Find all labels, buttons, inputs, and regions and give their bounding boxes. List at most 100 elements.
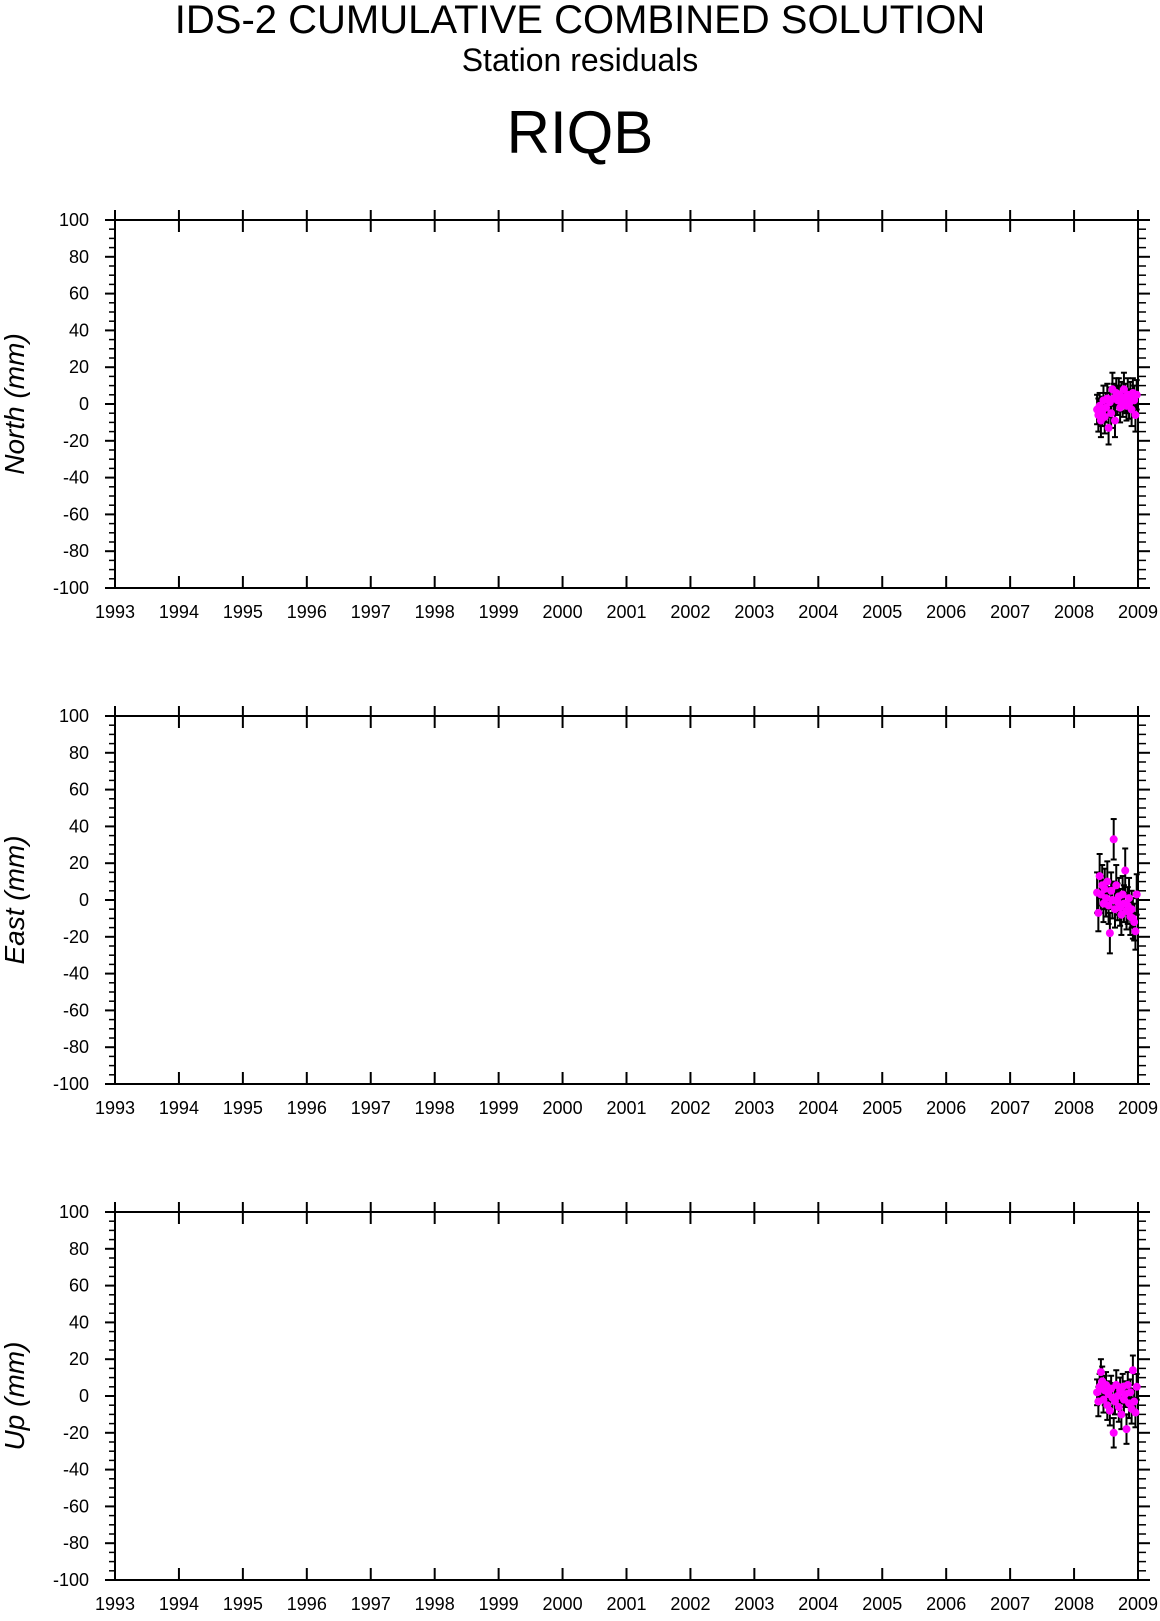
x-tick-label: 1995: [223, 1594, 263, 1614]
data-point: [1095, 872, 1104, 881]
x-tick-label: 1995: [223, 1098, 263, 1118]
x-tick-label: 2008: [1054, 1594, 1094, 1614]
x-tick-label: 1994: [159, 1594, 199, 1614]
x-tick-label: 1993: [95, 1098, 135, 1118]
y-tick-label: 0: [79, 890, 89, 910]
x-tick-label: 1995: [223, 602, 263, 622]
east-panel-frame: [114, 715, 1139, 1085]
x-tick-label: 2006: [926, 602, 966, 622]
data-point: [1132, 390, 1141, 399]
x-tick-label: 2009: [1118, 1594, 1158, 1614]
x-tick-label: 1999: [479, 602, 519, 622]
x-tick-label: 2009: [1118, 1098, 1158, 1118]
x-tick-label: 2005: [862, 1594, 902, 1614]
data-point: [1132, 890, 1141, 899]
y-tick-label: 100: [59, 706, 89, 726]
y-tick-label: -80: [63, 1533, 89, 1553]
data-point: [1123, 1380, 1132, 1389]
data-point: [1105, 1406, 1114, 1415]
y-tick-label: 40: [69, 320, 89, 340]
y-tick-label: -80: [63, 541, 89, 561]
x-tick-label: 2004: [798, 1098, 838, 1118]
data-point: [1132, 1382, 1141, 1391]
data-point: [1117, 1410, 1126, 1419]
y-tick-label: -20: [63, 1423, 89, 1443]
data-point: [1128, 1366, 1137, 1375]
y-tick-label: 100: [59, 210, 89, 230]
y-tick-label: -60: [63, 1000, 89, 1020]
data-point: [1107, 409, 1116, 418]
up-axis-label: Up (mm): [0, 1342, 30, 1451]
y-tick-label: -40: [63, 964, 89, 984]
data-point: [1104, 423, 1113, 432]
y-tick-label: -60: [63, 504, 89, 524]
x-tick-label: 2007: [990, 602, 1030, 622]
y-tick-label: 0: [79, 394, 89, 414]
data-point: [1105, 929, 1114, 938]
x-tick-label: 2001: [606, 602, 646, 622]
x-tick-label: 1999: [479, 1594, 519, 1614]
data-point: [1118, 890, 1127, 899]
x-tick-label: 1998: [415, 602, 455, 622]
y-tick-label: 60: [69, 1276, 89, 1296]
x-tick-label: 2002: [670, 1098, 710, 1118]
x-tick-label: 2008: [1054, 1098, 1094, 1118]
data-point: [1130, 1397, 1139, 1406]
data-point: [1100, 412, 1109, 421]
y-tick-label: 60: [69, 780, 89, 800]
x-tick-label: 1994: [159, 602, 199, 622]
x-tick-label: 1996: [287, 602, 327, 622]
x-tick-label: 2001: [606, 1594, 646, 1614]
y-tick-label: 40: [69, 816, 89, 836]
data-point: [1121, 866, 1130, 875]
data-point: [1107, 886, 1116, 895]
chart-subtitle: Station residuals: [461, 42, 699, 78]
data-point: [1110, 416, 1119, 425]
y-tick-label: -100: [53, 1074, 89, 1094]
up-panel: 1993 1994 1995 1996 1997 1998 1999 2000 2001 2002…: [0, 1202, 1158, 1614]
y-tick-label: -40: [63, 468, 89, 488]
y-tick-label: 80: [69, 743, 89, 763]
north-panel-frame: [114, 219, 1139, 589]
y-tick-label: 60: [69, 284, 89, 304]
x-tick-label: 2006: [926, 1098, 966, 1118]
x-tick-label: 2003: [734, 1098, 774, 1118]
east-panel: 1993 1994 1995 1996 1997 1998 1999 2000 2001 2002…: [0, 706, 1158, 1118]
y-tick-label: 80: [69, 247, 89, 267]
x-tick-label: 2006: [926, 1594, 966, 1614]
x-tick-label: 2004: [798, 1594, 838, 1614]
y-tick-label: -40: [63, 1460, 89, 1480]
x-tick-label: 1993: [95, 1594, 135, 1614]
y-tick-label: 100: [59, 1202, 89, 1222]
data-point: [1122, 1425, 1131, 1434]
x-tick-label: 2009: [1118, 602, 1158, 622]
data-point: [1100, 884, 1109, 893]
x-tick-label: 2005: [862, 1098, 902, 1118]
y-tick-label: 0: [79, 1386, 89, 1406]
data-point: [1125, 894, 1134, 903]
up-panel-frame: [114, 1211, 1139, 1581]
x-tick-label: 2000: [543, 602, 583, 622]
chart-title: IDS-2 CUMULATIVE COMBINED SOLUTION: [174, 0, 986, 42]
data-point: [1109, 1428, 1118, 1437]
x-tick-label: 2007: [990, 1594, 1030, 1614]
y-tick-label: -20: [63, 927, 89, 947]
x-tick-label: 2000: [543, 1098, 583, 1118]
y-tick-label: 40: [69, 1312, 89, 1332]
data-point: [1094, 908, 1103, 917]
x-tick-label: 2001: [606, 1098, 646, 1118]
x-tick-label: 1994: [159, 1098, 199, 1118]
y-tick-label: -60: [63, 1496, 89, 1516]
x-tick-label: 2002: [670, 1594, 710, 1614]
y-tick-label: 20: [69, 853, 89, 873]
y-tick-label: 20: [69, 357, 89, 377]
x-tick-label: 2002: [670, 602, 710, 622]
station-name: RIQB: [506, 99, 654, 166]
y-tick-label: -100: [53, 1570, 89, 1590]
x-tick-label: 2005: [862, 602, 902, 622]
data-point: [1114, 1403, 1123, 1412]
x-tick-label: 2007: [990, 1098, 1030, 1118]
data-point: [1126, 1388, 1135, 1397]
y-tick-label: -20: [63, 431, 89, 451]
